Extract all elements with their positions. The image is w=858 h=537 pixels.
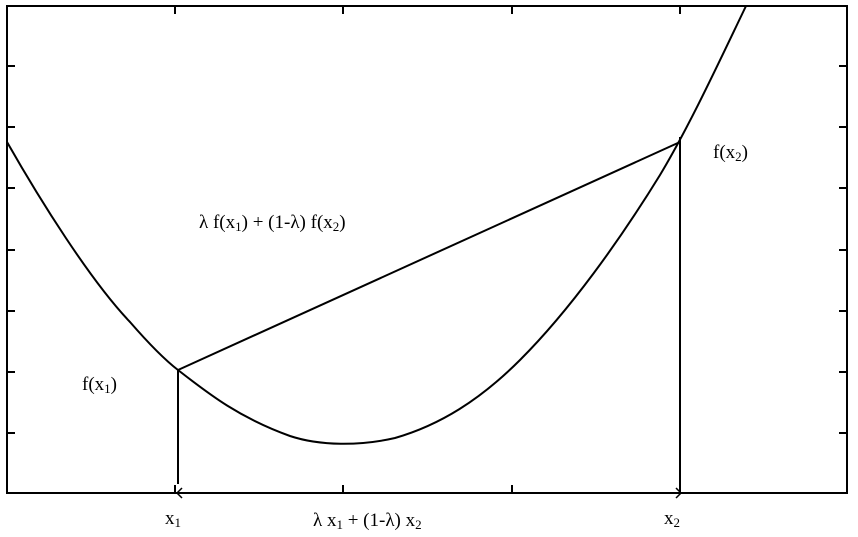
label-f-x2: f(x2) (713, 142, 748, 165)
label-subscript: 2 (415, 517, 422, 532)
x2-arrow-tick (675, 487, 683, 499)
axis-ticks (7, 6, 847, 493)
x1-arrow-tick (175, 487, 183, 499)
label-text: ) (339, 212, 346, 233)
label-text: f(x (713, 142, 736, 163)
label-text: ) + (1-λ) f(x (241, 212, 333, 233)
label-x2: x2 (664, 508, 680, 531)
label-subscript: 1 (235, 219, 242, 234)
label-subscript: 2 (673, 515, 681, 530)
label-text: λ f(x (199, 212, 236, 233)
label-text: ) (110, 374, 117, 395)
label-text: x (165, 508, 175, 529)
label-text: x (664, 508, 674, 529)
label-subscript: 2 (735, 149, 742, 164)
plot-frame (6, 5, 848, 494)
label-subscript: 1 (174, 515, 182, 530)
label-text: λ x (313, 510, 337, 531)
label-text: + (1-λ) x (342, 510, 416, 531)
label-chord: λ f(x1) + (1-λ) f(x2) (199, 212, 346, 235)
label-f-x1: f(x1) (82, 374, 117, 397)
label-convex-combination: λ x1 + (1-λ) x2 (313, 510, 422, 533)
chord-line (177, 141, 681, 371)
convex-curve (6, 5, 747, 445)
label-subscript: 2 (332, 219, 340, 234)
label-text: f(x (82, 374, 105, 395)
label-text: ) (741, 142, 748, 163)
label-x1: x1 (165, 508, 181, 531)
label-subscript: 1 (336, 517, 343, 532)
label-subscript: 1 (104, 381, 111, 396)
